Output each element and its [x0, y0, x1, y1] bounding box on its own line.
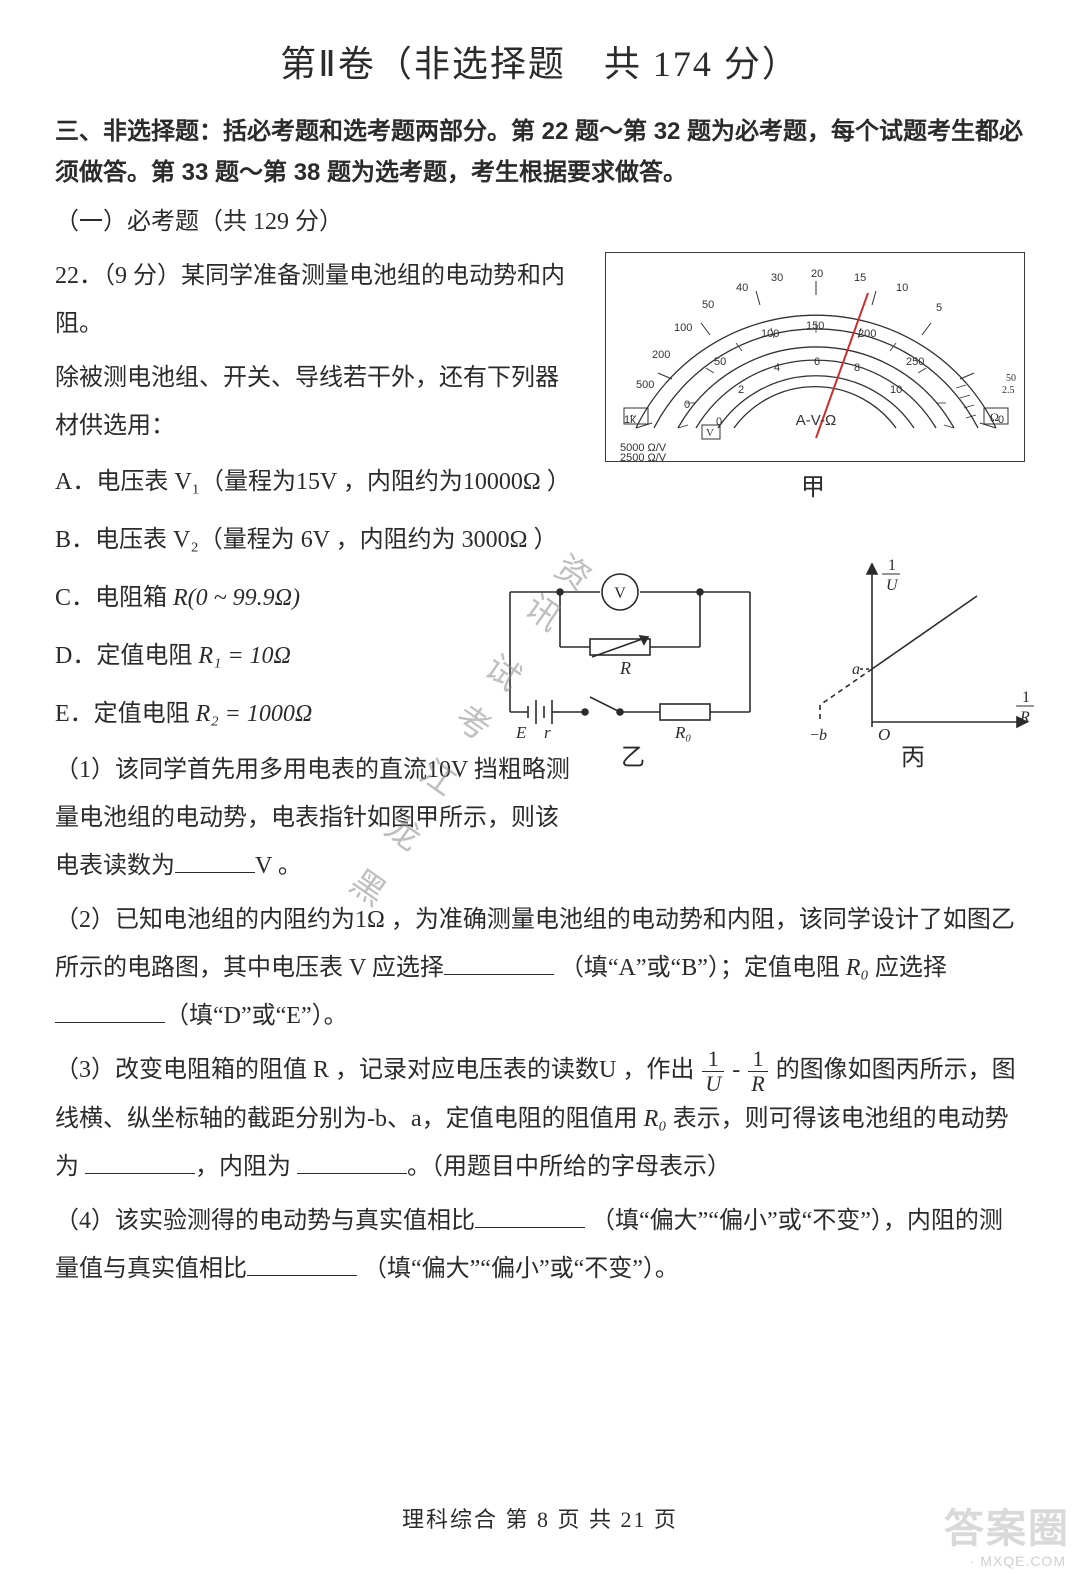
page-footer: 理科综合 第 8 页 共 21 页 — [0, 1499, 1080, 1541]
svg-text:2500 Ω/V: 2500 Ω/V — [620, 452, 667, 463]
figure-circuit-caption: 乙 — [621, 736, 645, 782]
svg-text:2.5: 2.5 — [1002, 385, 1015, 396]
sub-q1: （1）该同学首先用多用电表的直流10V 挡粗略测量电池组的电动势，电表指针如图甲… — [55, 746, 575, 890]
svg-text:V: V — [614, 585, 626, 602]
svg-text:0: 0 — [716, 416, 722, 428]
svg-text:8: 8 — [854, 362, 860, 374]
sub-q3: （3）改变电阻箱的阻值 R ，记录对应电压表的读数U ，作出 1U - 1R 的… — [55, 1046, 1025, 1191]
svg-text:R: R — [1019, 709, 1030, 726]
q22-stem: 22．（9 分）某同学准备测量电池组的电动势和内阻。 — [55, 252, 595, 348]
figure-graph: 1 U 1 R O a −b — [802, 552, 1037, 752]
blank-reading[interactable] — [175, 846, 255, 872]
svg-text:200: 200 — [652, 349, 670, 361]
svg-text:100: 100 — [674, 322, 692, 334]
svg-text:1: 1 — [1022, 689, 1030, 706]
svg-text:150: 150 — [806, 320, 824, 332]
figure-circuit: V R R₀ E r — [480, 562, 780, 742]
svg-text:−b: −b — [810, 727, 827, 744]
svg-text:20: 20 — [811, 268, 823, 280]
blank-voltmeter[interactable] — [444, 948, 554, 974]
svg-text:U: U — [886, 577, 899, 594]
svg-text:50: 50 — [702, 299, 714, 311]
svg-text:10: 10 — [890, 384, 902, 396]
option-a: A．电压表 V₁（量程为15V ，内阻约为10000Ω ） — [55, 458, 595, 506]
svg-text:200: 200 — [858, 328, 876, 340]
part2-title: 第Ⅱ卷（非选择题 共 174 分） — [55, 30, 1025, 98]
sub-q2: （2）已知电池组的内阻约为1Ω ，为准确测量电池组的电动势和内阻，该同学设计了如… — [55, 896, 1025, 1040]
blank-r0choice[interactable] — [55, 996, 165, 1022]
svg-text:2: 2 — [738, 384, 744, 396]
svg-text:30: 30 — [771, 272, 783, 284]
blank-r[interactable] — [297, 1147, 407, 1173]
svg-text:15: 15 — [854, 272, 866, 284]
subsection-heading: （一）必考题（共 129 分） — [55, 200, 1025, 246]
svg-text:10: 10 — [896, 282, 908, 294]
svg-text:A-V-Ω: A-V-Ω — [796, 412, 836, 429]
sub-q4: （4）该实验测得的电动势与真实值相比 （填“偏大”“偏小”或“不变”），内阻的测… — [55, 1197, 1025, 1293]
svg-text:6: 6 — [814, 356, 820, 368]
svg-text:500: 500 — [636, 379, 654, 391]
blank-r-bias[interactable] — [247, 1249, 357, 1275]
svg-text:O: O — [878, 725, 890, 744]
svg-text:R₀: R₀ — [674, 723, 691, 742]
svg-text:a: a — [852, 661, 860, 678]
svg-text:V: V — [706, 427, 714, 439]
blank-emf[interactable] — [85, 1147, 195, 1173]
site-url-watermark: · MXQE.COM — [970, 1548, 1066, 1575]
figure-meter-caption: 甲 — [801, 466, 825, 512]
svg-text:1: 1 — [888, 557, 896, 574]
section3-heading: 三、非选择题：括必考题和选考题两部分。第 22 题～第 32 题为必考题，每个试… — [55, 112, 1025, 194]
figure-meter: 1k 500 200 100 50 40 30 20 15 10 5 0 0 5… — [605, 252, 1025, 462]
svg-text:Ω: Ω — [990, 410, 999, 424]
question-22: 1k 500 200 100 50 40 30 20 15 10 5 0 0 5… — [55, 252, 1025, 1293]
svg-text:100: 100 — [761, 328, 779, 340]
figure-graph-caption: 丙 — [901, 736, 925, 782]
svg-text:E: E — [515, 723, 527, 742]
svg-text:250: 250 — [906, 356, 924, 368]
blank-emf-bias[interactable] — [475, 1201, 585, 1227]
svg-text:R: R — [619, 658, 631, 678]
svg-text:5: 5 — [936, 302, 942, 314]
svg-text:4: 4 — [774, 362, 780, 374]
svg-text:50: 50 — [714, 356, 726, 368]
svg-text:50: 50 — [1006, 373, 1016, 384]
q22-intro: 除被测电池组、开关、导线若干外，还有下列器材供选用： — [55, 354, 575, 450]
svg-text:40: 40 — [736, 282, 748, 294]
option-b: B．电压表 V₂（量程为 6V ，内阻约为 3000Ω ） — [55, 516, 595, 564]
svg-text:0: 0 — [684, 399, 690, 411]
svg-text:r: r — [544, 723, 551, 742]
svg-text:~: ~ — [630, 409, 637, 423]
